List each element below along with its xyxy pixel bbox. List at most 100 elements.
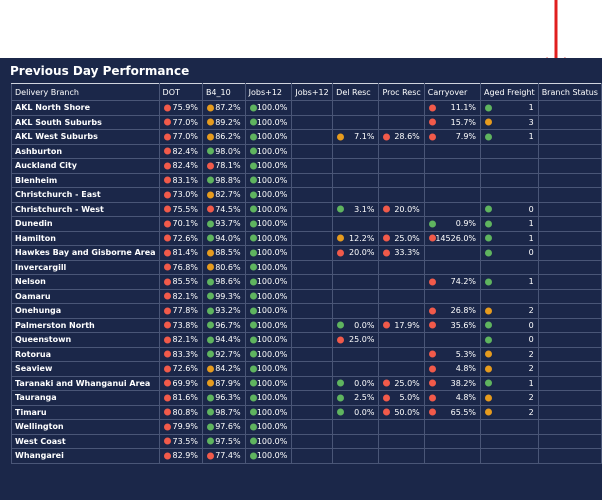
metric-value: 77.4% (215, 451, 241, 461)
branch-name: Tauranga (11, 390, 160, 406)
metric-cell: 100.0% (244, 274, 293, 290)
branch-name: Nelson (11, 274, 160, 290)
metric-cell: 100.0% (244, 114, 293, 130)
column-header-branch-status[interactable]: Branch Status (537, 83, 602, 101)
metric-value: 100.0% (256, 436, 288, 446)
metric-cell (378, 259, 425, 275)
metric-value: 3 (528, 117, 534, 127)
metric-value: 81.4% (172, 248, 198, 258)
metric-cell (378, 274, 425, 290)
column-header-b4-10[interactable]: B4_10 (201, 83, 246, 101)
metric-cell: 0 (480, 245, 539, 261)
status-dot-icon (163, 191, 171, 199)
metric-value: 1 (528, 277, 534, 287)
metric-cell (480, 419, 539, 435)
metric-cell: 75.9% (158, 100, 203, 116)
status-dot-icon (163, 394, 171, 402)
status-dot-icon (163, 321, 171, 329)
metric-value: 98.7% (215, 407, 241, 417)
metric-cell: 74.2% (423, 274, 482, 290)
status-dot-icon (428, 307, 436, 315)
status-dot-icon (383, 249, 391, 257)
status-dot-icon (428, 365, 436, 373)
status-dot-icon (485, 394, 493, 402)
metric-cell (537, 172, 602, 188)
status-dot-icon (485, 321, 493, 329)
metric-value: 81.6% (172, 393, 198, 403)
metric-cell: 82.4% (158, 158, 203, 174)
metric-cell: 100.0% (244, 129, 293, 145)
status-dot-icon (485, 408, 493, 416)
column-header-jobs-12[interactable]: Jobs+12 (291, 83, 334, 101)
metric-value: 93.2% (215, 306, 241, 316)
table-row: Palmerston North 73.8% 96.7% 100.0% 0.0% 17.9… (11, 317, 602, 333)
status-dot-icon (249, 379, 257, 387)
column-header-dot[interactable]: DOT (158, 83, 203, 101)
status-dot-icon (163, 118, 171, 126)
metric-cell (537, 230, 602, 246)
status-dot-icon (206, 307, 214, 315)
metric-value: 87.9% (215, 378, 241, 388)
status-dot-icon (163, 437, 171, 445)
status-dot-icon (206, 452, 214, 460)
column-header-aged-freight[interactable]: Aged Freight (480, 83, 539, 101)
metric-cell (291, 288, 334, 304)
status-dot-icon (163, 307, 171, 315)
metric-cell (423, 201, 482, 217)
status-dot-icon (206, 278, 214, 286)
column-header-carryover[interactable]: Carryover (423, 83, 482, 101)
status-dot-icon (249, 220, 257, 228)
metric-value: 50.0% (394, 407, 420, 417)
metric-cell: 80.6% (201, 259, 246, 275)
status-dot-icon (249, 118, 257, 126)
metric-cell (291, 390, 334, 406)
metric-cell: 100.0% (244, 245, 293, 261)
metric-cell: 0 (480, 317, 539, 333)
table-row: Ashburton 82.4% 98.0% 100.0% (11, 143, 602, 159)
metric-value: 14526.0% (435, 233, 477, 243)
metric-cell (332, 114, 380, 130)
column-header-jobs-12[interactable]: Jobs+12 (244, 83, 293, 101)
metric-cell: 100.0% (244, 346, 293, 362)
metric-cell: 15.7% (423, 114, 482, 130)
metric-value: 1 (528, 132, 534, 142)
metric-cell: 2.5% (332, 390, 380, 406)
table-row: Dunedin 70.1% 93.7% 100.0% 0.9% 1 (11, 216, 602, 232)
panel-title: Previous Day Performance (10, 64, 190, 78)
metric-cell (537, 404, 602, 420)
status-dot-icon (206, 205, 214, 213)
column-header-delivery-branch[interactable]: Delivery Branch (11, 83, 160, 101)
metric-cell (537, 448, 602, 464)
metric-value: 86.2% (215, 132, 241, 142)
metric-cell: 83.1% (158, 172, 203, 188)
metric-cell (332, 419, 380, 435)
metric-cell (332, 100, 380, 116)
metric-cell: 100.0% (244, 361, 293, 377)
branch-name: Dunedin (11, 216, 160, 232)
status-dot-icon (249, 162, 257, 170)
metric-value: 100.0% (256, 378, 288, 388)
metric-cell (332, 216, 380, 232)
status-dot-icon (249, 423, 257, 431)
metric-value: 97.6% (215, 422, 241, 432)
metric-cell: 89.2% (201, 114, 246, 130)
metric-value: 100.0% (256, 132, 288, 142)
metric-value: 88.5% (215, 248, 241, 258)
metric-cell: 28.6% (378, 129, 425, 145)
metric-cell (291, 332, 334, 348)
metric-cell: 93.2% (201, 303, 246, 319)
status-dot-icon (249, 321, 257, 329)
metric-value: 100.0% (256, 364, 288, 374)
metric-cell (291, 274, 334, 290)
status-dot-icon (249, 365, 257, 373)
metric-value: 82.9% (172, 451, 198, 461)
status-dot-icon (428, 379, 436, 387)
metric-cell: 93.7% (201, 216, 246, 232)
metric-value: 0.0% (354, 378, 375, 388)
column-header-del-resc[interactable]: Del Resc (332, 83, 380, 101)
status-dot-icon (428, 350, 436, 358)
metric-cell: 2 (480, 390, 539, 406)
column-header-proc-resc[interactable]: Proc Resc (378, 83, 425, 101)
metric-cell (423, 158, 482, 174)
status-dot-icon (163, 278, 171, 286)
